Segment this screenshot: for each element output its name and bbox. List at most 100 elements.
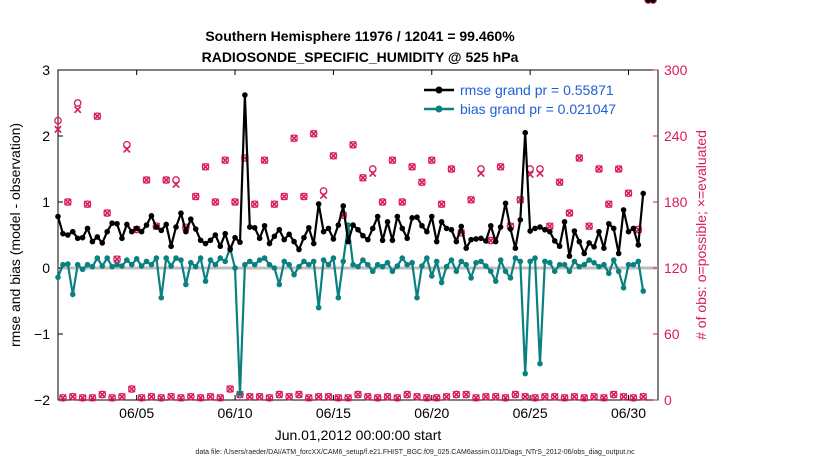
- bias-point: [478, 258, 484, 265]
- rmse-point: [247, 224, 253, 230]
- bias-point: [487, 268, 494, 275]
- rmse-point: [242, 92, 248, 98]
- obs-evaluated-marker: [290, 134, 298, 142]
- obs-possible-marker: [201, 162, 210, 171]
- bias-point: [360, 257, 366, 263]
- obs-evaluated-marker: [546, 222, 554, 230]
- obs-possible-marker: [98, 390, 107, 399]
- rmse-point: [128, 228, 135, 235]
- obs-evaluated-marker: [437, 200, 446, 208]
- rmse-point: [148, 213, 155, 219]
- bias-point: [202, 278, 209, 285]
- obs-evaluated-marker: [226, 385, 234, 393]
- rmse-point: [104, 228, 110, 235]
- rmse-point: [197, 237, 204, 244]
- rmse-point: [158, 227, 165, 234]
- obs-evaluated-marker: [324, 392, 333, 401]
- rmse-point: [512, 245, 519, 251]
- obs-possible-marker: [118, 392, 126, 401]
- bias-point: [124, 257, 130, 263]
- obs-possible-marker: [334, 393, 343, 402]
- rmse-point: [271, 233, 278, 240]
- bias-point: [394, 263, 401, 269]
- bias-point: [350, 261, 356, 268]
- rmse-point: [237, 239, 243, 246]
- obs-evaluated-marker: [128, 385, 136, 393]
- bias-point: [355, 263, 361, 270]
- obs-evaluated-marker: [344, 394, 352, 402]
- obs-evaluated-marker: [408, 163, 416, 171]
- rmse-point: [453, 238, 460, 245]
- rmse-point: [438, 219, 445, 225]
- obs-evaluated-marker: [260, 156, 269, 164]
- rmse-point: [492, 238, 499, 245]
- rmse-point: [645, 0, 651, 3]
- obs-evaluated-marker: [142, 176, 151, 184]
- rmse-point: [468, 236, 474, 243]
- rmse-point: [183, 228, 189, 235]
- obs-evaluated-marker: [595, 165, 603, 173]
- obs-possible-marker: [260, 156, 269, 165]
- bias-point: [512, 255, 519, 261]
- obs-possible-marker: [211, 198, 220, 206]
- rmse-point: [566, 253, 573, 259]
- rmse-point: [306, 224, 312, 231]
- obs-evaluated-marker: [383, 392, 392, 401]
- obs-possible-marker: [432, 393, 441, 402]
- obs-evaluated-marker: [511, 390, 520, 399]
- rmse-point: [138, 228, 145, 235]
- obs-evaluated-marker: [364, 392, 372, 401]
- obs-possible-marker: [491, 392, 500, 401]
- y-left-tick-label: 2: [42, 128, 50, 144]
- bias-point: [94, 255, 101, 261]
- obs-evaluated-marker: [442, 392, 451, 401]
- obs-possible-marker: [127, 385, 136, 393]
- bias-point: [522, 370, 529, 377]
- obs-evaluated-marker: [541, 392, 549, 401]
- obs-evaluated-marker: [349, 141, 357, 149]
- obs-evaluated-marker: [575, 154, 584, 162]
- bias-point: [242, 261, 248, 268]
- bias-point: [630, 261, 637, 268]
- obs-evaluated-marker: [157, 394, 166, 402]
- rmse-point: [124, 221, 130, 228]
- bias-point: [65, 261, 71, 267]
- rmse-point: [379, 237, 386, 244]
- bias-point: [399, 255, 406, 261]
- obs-possible-marker: [408, 162, 416, 171]
- obs-possible-marker: [137, 393, 146, 402]
- obs-evaluated-marker: [314, 392, 323, 401]
- rmse-point: [556, 243, 563, 250]
- bias-point: [581, 261, 588, 268]
- obs-possible-marker: [329, 151, 338, 160]
- obs-possible-marker: [167, 392, 175, 401]
- obs-possible-marker: [403, 390, 412, 399]
- rmse-point: [178, 210, 184, 217]
- obs-possible-marker: [595, 165, 603, 173]
- obs-evaluated-marker: [447, 165, 456, 173]
- bias-point: [99, 263, 106, 269]
- rmse-point: [601, 245, 607, 251]
- obs-possible-marker: [54, 116, 62, 125]
- rmse-point: [424, 228, 430, 235]
- y-axis-label-right: # of obs: o=possible; ×=evaluated: [693, 130, 709, 340]
- obs-possible-marker: [245, 392, 254, 401]
- rmse-point: [458, 223, 465, 230]
- rmse-point: [428, 213, 435, 220]
- bias-point: [547, 259, 553, 266]
- bias-point: [276, 281, 283, 288]
- x-tick-label: 06/25: [513, 405, 548, 421]
- obs-evaluated-marker: [83, 200, 92, 208]
- obs-possible-marker: [427, 156, 436, 165]
- bias-point: [109, 263, 115, 270]
- bias-point: [576, 263, 583, 270]
- bias-point: [365, 261, 371, 268]
- obs-possible-marker: [157, 393, 166, 402]
- rmse-point: [483, 238, 489, 244]
- bias-series-line: [56, 224, 645, 395]
- rmse-point: [409, 215, 415, 221]
- obs-possible-marker: [226, 385, 234, 393]
- obs-evaluated-marker: [482, 392, 490, 401]
- obs-evaluated-marker: [265, 394, 274, 402]
- bias-point: [320, 257, 327, 263]
